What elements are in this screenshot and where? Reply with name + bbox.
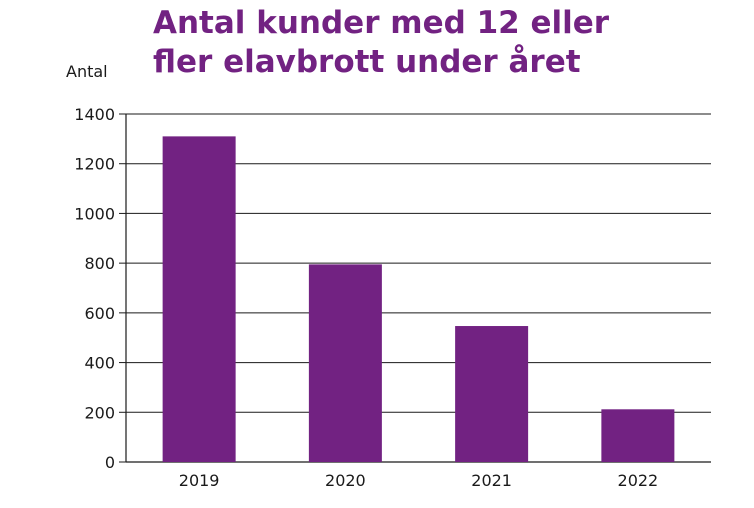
chart-title-line-1: Antal kunder med 12 eller [153,5,610,41]
bar-2020 [308,264,382,462]
chart-title: Antal kunder med 12 eller fler elavbrott… [153,4,743,82]
y-tick-label: 400 [84,354,115,373]
bars [162,136,675,462]
x-tick-label: 2019 [179,471,220,490]
chart-title-line-2: fler elavbrott under året [153,44,581,80]
y-axis-label: Antal [66,62,108,81]
y-axis-ticks: 0 200 400 600 800 1000 1200 1400 [74,105,126,472]
y-tick-label: 1000 [74,204,115,223]
bar-2019 [162,136,236,462]
x-axis-ticks: 2019 2020 2021 2022 [179,471,658,490]
y-tick-label: 200 [84,403,115,422]
x-tick-label: 2022 [618,471,659,490]
bar-2021 [455,326,529,462]
y-tick-label: 800 [84,254,115,273]
y-tick-label: 0 [105,453,115,472]
y-tick-label: 1400 [74,105,115,124]
y-tick-label: 1200 [74,155,115,174]
y-tick-label: 600 [84,304,115,323]
x-tick-label: 2021 [471,471,512,490]
x-tick-label: 2020 [325,471,366,490]
bar-2022 [601,409,675,462]
